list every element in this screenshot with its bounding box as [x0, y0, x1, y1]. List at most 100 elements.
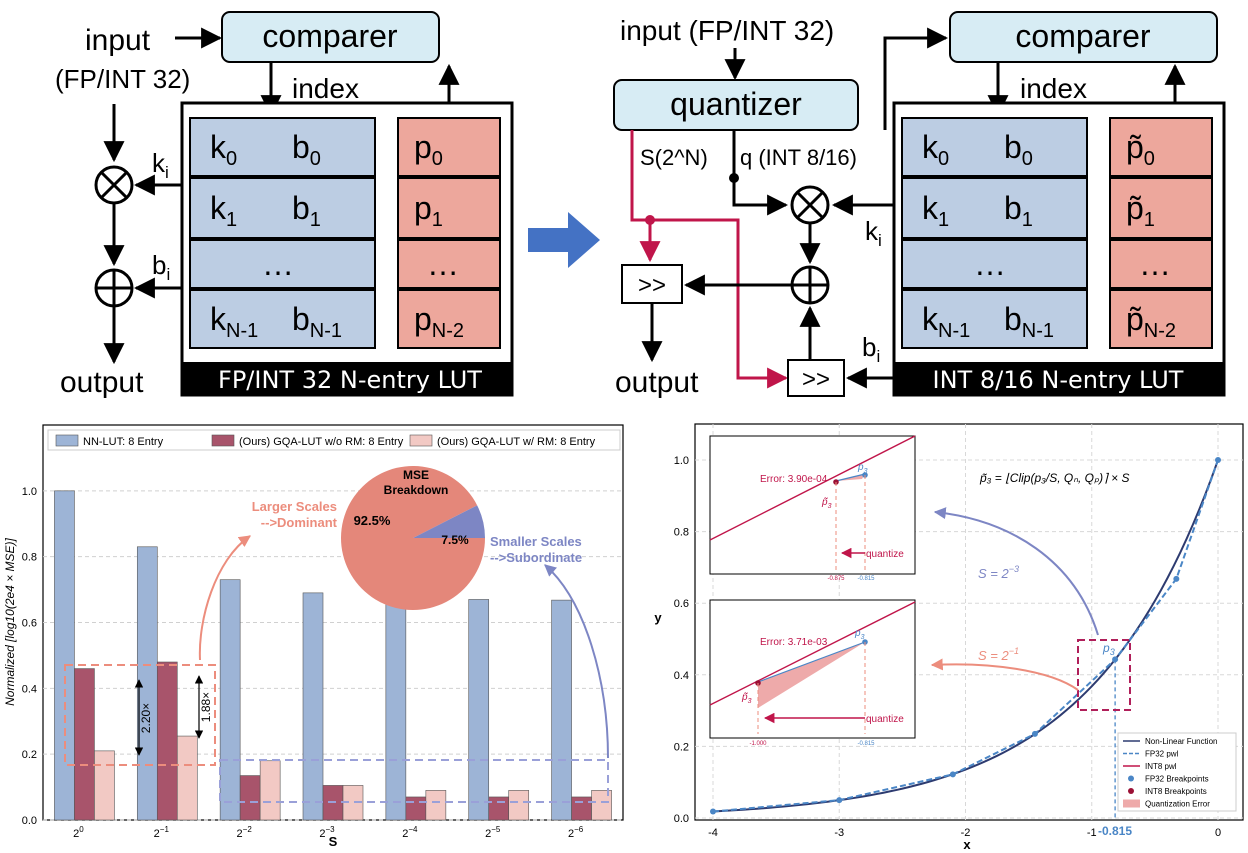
lut-title: FP/INT 32 N-entry LUT: [218, 366, 482, 394]
inset2-quantize-label: quantize: [866, 714, 904, 725]
bar: [405, 796, 427, 821]
smaller-scale-highlight: [219, 759, 609, 803]
line-xtick-label: -1: [1087, 827, 1097, 839]
bar: [508, 790, 530, 821]
breakpoint-highlight: [1077, 639, 1131, 711]
fp32-b-label: b1: [292, 190, 321, 231]
pie-slice-small: [413, 505, 485, 538]
bar: [385, 597, 407, 821]
index-label: index: [292, 73, 359, 104]
shift-label-1: >>: [638, 272, 666, 299]
int-b-label: b0: [1004, 129, 1033, 170]
inset-scale-neg3: quantize Error: 3.90e-04 p3 p̃3 -0.875 -…: [709, 435, 916, 582]
fp32-kb-cell: [189, 117, 376, 177]
fp32-k-label: kN-1: [210, 301, 258, 342]
fp32-breakpoint: [710, 808, 716, 815]
bar-ytick-label: 0.8: [22, 552, 37, 564]
int-k-label: …: [974, 246, 1006, 282]
pwl-line-chart: 0.0 0.2 0.4 0.6 0.8 1.0 -4 -3 -2 -1 0 x y p3 -0.8…: [654, 423, 1244, 852]
lut-title-int: INT 8/16 N-entry LUT: [933, 366, 1184, 394]
inset2-x2: -0.815: [857, 741, 875, 747]
line-xtick-label: -2: [961, 827, 971, 839]
fp32-p-cell: [397, 289, 501, 349]
bar-xlabel: S: [329, 834, 338, 849]
transform-arrow-icon: [528, 212, 600, 268]
line-ytick-label: 0.4: [674, 670, 689, 682]
inset1-error-label: Error: 3.90e-04: [760, 474, 828, 485]
line-legend-label: INT8 pwl: [1145, 762, 1177, 771]
bar: [74, 668, 95, 821]
fp32-breakpoint: [1173, 575, 1180, 582]
int-p-label: p̃N-2: [1126, 301, 1176, 342]
fp32-p-cell: [397, 117, 501, 177]
inset1-x1: -0.875: [827, 576, 845, 582]
bar-ytick-label: 1.0: [22, 486, 37, 498]
legend-swatch: [55, 434, 79, 447]
quantizer-box: [613, 79, 859, 131]
ki-label-int: ki: [865, 216, 882, 250]
bar: [239, 775, 261, 821]
scale-label: S(2^N): [640, 145, 708, 170]
legend-area-swatch: [1123, 799, 1140, 808]
bar: [488, 796, 510, 821]
legend-dot-swatch: [1128, 788, 1134, 794]
input-type-label: (FP/INT 32): [55, 64, 190, 94]
ratio-220-label: 2.20×: [139, 703, 153, 733]
bar-xtick-label: 2−6: [568, 825, 584, 840]
fp32-p-cell: [397, 177, 501, 239]
legend-dot-swatch: [1128, 775, 1134, 782]
inset2-error-label: Error: 3.71e-03: [760, 637, 828, 648]
line-legend-label: Non-Linear Function: [1145, 737, 1217, 746]
int-p-label: …: [1139, 246, 1171, 282]
quantize-formula: p̃₃ = ⌊Clip(p₃/S, Qₙ, Qₚ)⌉ × S: [979, 471, 1130, 485]
line-xtick-label: -4: [708, 827, 718, 839]
quantizer-label: quantizer: [670, 86, 802, 122]
fp32-b-label: b0: [292, 129, 321, 170]
fp32-p-label: p1: [414, 190, 443, 231]
bar: [136, 546, 158, 821]
nonlinear-function-line: [712, 459, 1219, 813]
inset2-x1: -1.000: [749, 741, 767, 747]
shift-label-2: >>: [802, 366, 830, 393]
fp32-b-label: bN-1: [292, 301, 342, 342]
bi-label: bi: [152, 250, 170, 284]
int-p-label: p̃0: [1126, 129, 1155, 170]
smaller-scales-label: Smaller Scales: [490, 534, 582, 549]
line-legend-box: [1117, 732, 1237, 812]
int-b-label: bN-1: [1004, 301, 1054, 342]
mse-bar-chart: 0.00.20.40.60.81.0 20 2−1 2−2 2−3 2−4 2−5 2−6 …: [3, 424, 624, 849]
bar: [302, 592, 324, 821]
inset-scale-neg1: quantize Error: 3.71e-03 p3 p̃3 -1.000 -…: [709, 599, 916, 747]
legend-label: NN-LUT: 8 Entry: [83, 436, 164, 448]
larger-scales-label: Larger Scales: [252, 499, 337, 514]
legend-label: (Ours) GQA-LUT w/o RM: 8 Entry: [239, 436, 404, 448]
line-xtick-label: -3: [834, 827, 844, 839]
inset1-p3-tilde: p̃3: [821, 497, 832, 510]
scale-neg1-label: S = 2−1: [978, 646, 1019, 663]
shift-box-1: [621, 264, 683, 304]
int-p-cell: [1109, 117, 1213, 177]
output-label: output: [60, 366, 144, 399]
bar-ylabel: Normalized [log10(2e4 × MSE)]: [3, 537, 17, 705]
int-p-label: p̃1: [1126, 190, 1155, 231]
line-legend-label: INT8 Breakpoints: [1145, 787, 1207, 796]
input-label-int: input (FP/INT 32): [620, 15, 834, 46]
comparer-label-int: comparer: [1015, 18, 1151, 54]
index-label-int: index: [1020, 73, 1087, 104]
int-k-label: k1: [922, 190, 949, 231]
legend-label: (Ours) GQA-LUT w/ RM: 8 Entry: [437, 436, 596, 448]
bar-xtick-label: 2−4: [402, 825, 418, 840]
fp32-kb-cell: [189, 289, 376, 349]
pie-label-small: 7.5%: [441, 533, 469, 547]
fp32-p-cell: [397, 239, 501, 289]
line-legend-label: FP32 pwl: [1145, 750, 1179, 759]
bar: [591, 790, 612, 821]
int-kb-cell: [901, 177, 1088, 239]
inset1-p3: p3: [857, 462, 868, 475]
ratio-188-label: 1.88×: [199, 692, 213, 722]
inset2-p3-tilde: p̃3: [741, 692, 752, 705]
bar-xtick-label: 20: [73, 825, 84, 840]
bar-ytick-label: 0.0: [22, 815, 37, 827]
bar-ytick-label: 0.6: [22, 618, 37, 630]
int-k-label: kN-1: [922, 301, 970, 342]
